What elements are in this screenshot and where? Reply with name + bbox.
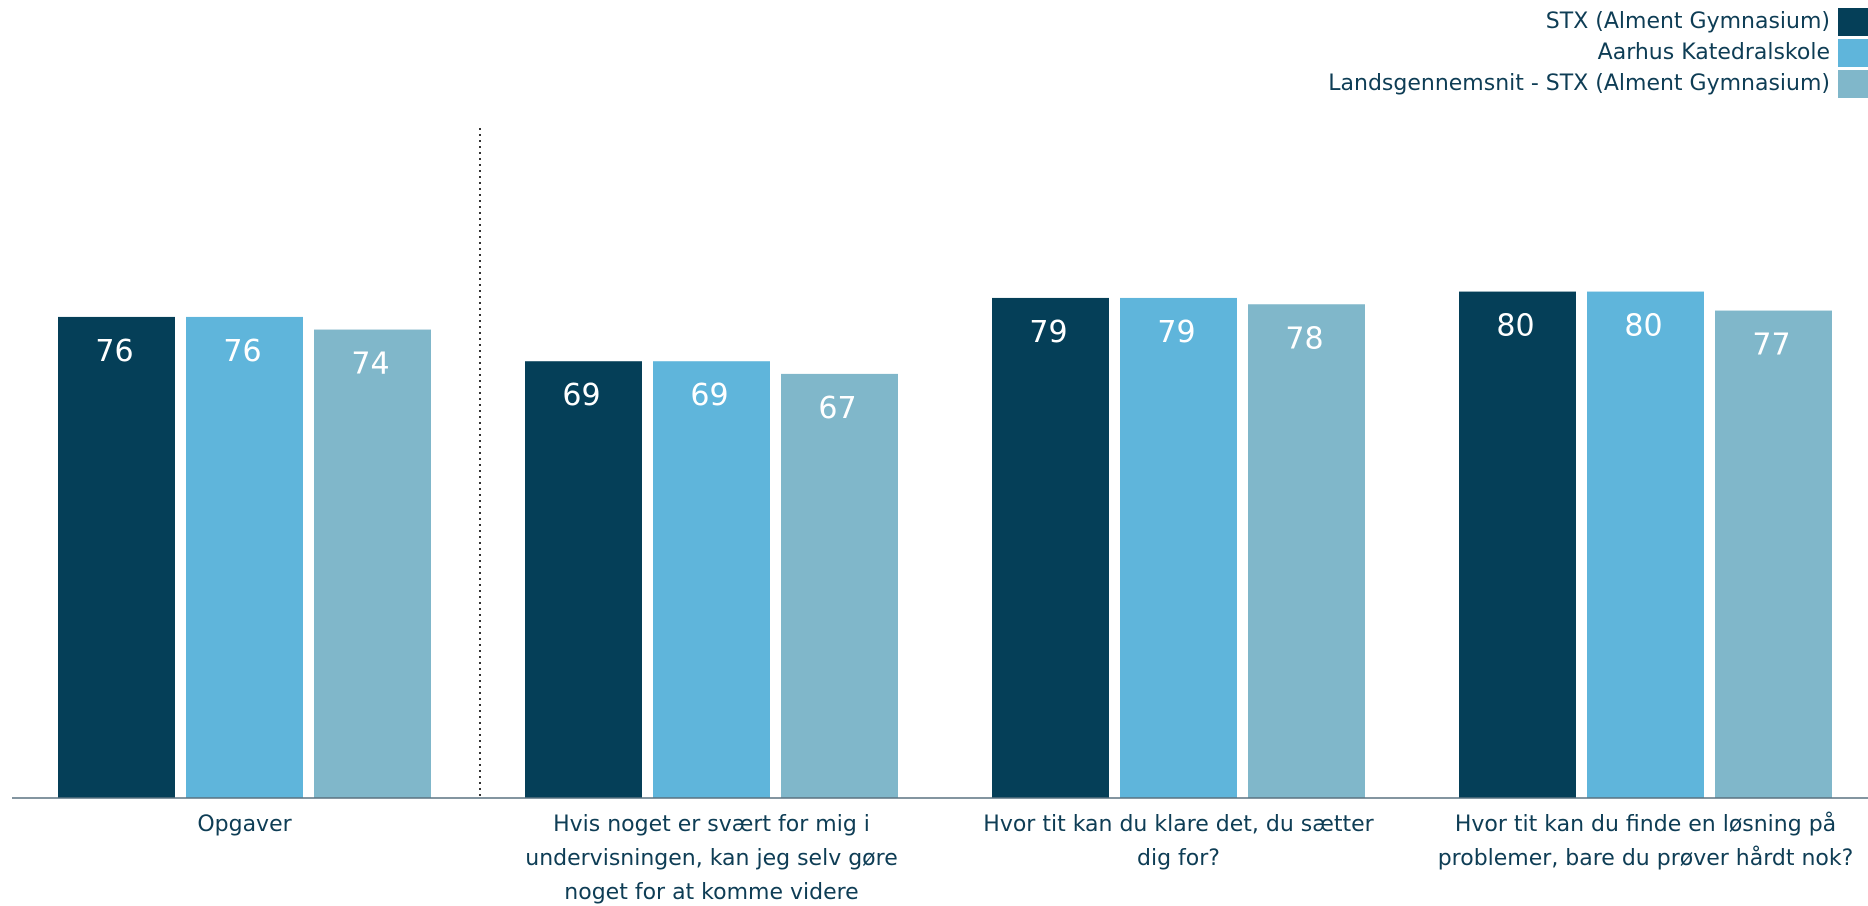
bar: [1459, 291, 1576, 798]
data-label: 69: [690, 378, 728, 413]
legend-item-aarhus: Aarhus Katedralskole: [1328, 37, 1868, 68]
category-label: problemer, bare du prøver hårdt nok?: [1438, 845, 1854, 871]
bar: [1120, 297, 1237, 798]
data-label: 77: [1752, 328, 1790, 363]
bar: [992, 297, 1109, 798]
legend-item-stx: STX (Alment Gymnasium): [1328, 6, 1868, 37]
data-label: 76: [223, 334, 261, 369]
bar: [1248, 304, 1365, 798]
data-label: 69: [562, 378, 600, 413]
data-label: 79: [1029, 315, 1067, 350]
legend-swatch: [1838, 69, 1868, 98]
bar: [781, 373, 898, 798]
category-label: noget for at komme videre: [564, 880, 858, 905]
bar: [653, 361, 770, 798]
category-label: undervisningen, kan jeg selv gøre: [525, 846, 897, 871]
bar: [1715, 310, 1832, 798]
legend-label: Aarhus Katedralskole: [1597, 40, 1830, 65]
data-label: 76: [95, 334, 133, 369]
data-label: 80: [1496, 309, 1534, 344]
data-label: 79: [1157, 315, 1195, 350]
data-label: 74: [351, 347, 389, 382]
category-label: Hvor tit kan du klare det, du sætter: [983, 812, 1374, 837]
data-label: 78: [1285, 321, 1323, 356]
legend-label: STX (Alment Gymnasium): [1545, 9, 1830, 34]
bar: [186, 316, 303, 798]
category-label: Hvis noget er svært for mig i: [553, 812, 870, 837]
bar: [1587, 291, 1704, 798]
category-label: dig for?: [1137, 846, 1220, 871]
legend-swatch: [1838, 38, 1868, 67]
bar: [525, 361, 642, 798]
legend-item-landsgennemsnit: Landsgennemsnit - STX (Alment Gymnasium): [1328, 68, 1868, 99]
legend-swatch: [1838, 7, 1868, 36]
bar: [58, 316, 175, 798]
data-label: 80: [1624, 309, 1662, 344]
legend-label: Landsgennemsnit - STX (Alment Gymnasium): [1328, 71, 1830, 96]
data-label: 67: [818, 391, 856, 426]
category-label: Hvor tit kan du finde en løsning på: [1455, 811, 1836, 837]
legend: STX (Alment Gymnasium) Aarhus Katedralsk…: [1328, 6, 1868, 99]
bar: [314, 329, 431, 798]
category-label: Opgaver: [197, 812, 292, 837]
